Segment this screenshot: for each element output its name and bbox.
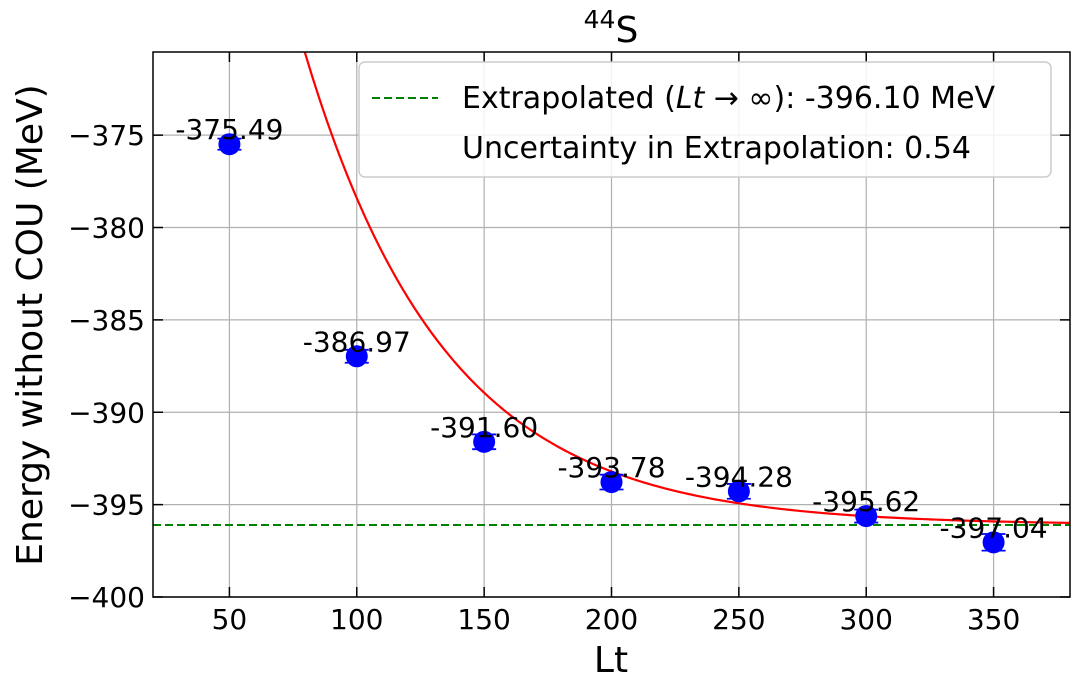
legend-entry-extrapolated-prefix: Extrapolated (: [462, 81, 676, 116]
data-point-label: -375.49: [175, 113, 283, 146]
data-point: [473, 430, 496, 453]
x-tick-label: 300: [839, 603, 892, 636]
x-tick-label: 250: [712, 603, 765, 636]
chart-title-main: S: [615, 10, 638, 51]
data-point-label: -394.28: [685, 460, 793, 493]
legend-entry-extrapolated-suffix: ): -396.10 MeV: [774, 81, 996, 116]
data-point: [600, 471, 623, 494]
chart-title-superscript: 44: [584, 5, 616, 34]
data-point-label: -395.62: [812, 485, 920, 518]
x-tick-label: 200: [585, 603, 638, 636]
data-point: [982, 531, 1005, 554]
legend-entry-extrapolated-math-var: Lt: [676, 81, 706, 116]
x-tick-label: 150: [457, 603, 510, 636]
y-tick-label: −400: [68, 581, 145, 614]
legend-box: [358, 61, 1052, 178]
y-tick-label: −395: [68, 489, 145, 522]
legend: Extrapolated (Lt → ∞): -396.10 MeV Uncer…: [358, 61, 1052, 178]
data-point-labels: -375.49 -386.97 -391.60 -393.78 -394.28 -395.…: [175, 113, 1047, 544]
y-tick-label: −375: [68, 119, 145, 152]
data-points: [218, 133, 1005, 554]
x-tick-label: 100: [330, 603, 383, 636]
legend-entry-extrapolated-math-rest: → ∞: [704, 81, 773, 116]
data-point-label: -386.97: [303, 325, 411, 358]
data-point: [855, 505, 878, 528]
x-axis-label: Lt: [594, 640, 628, 681]
data-point: [345, 345, 368, 368]
axis-ticks: 50 100 150 200 250 300 350 −375 −380 −385 −390 −395…: [68, 52, 1070, 636]
y-tick-label: −380: [68, 212, 145, 245]
chart-title: 44S: [584, 5, 639, 51]
data-point-label: -393.78: [557, 451, 665, 484]
x-tick-label: 350: [967, 603, 1020, 636]
data-point: [218, 133, 241, 156]
legend-entry-uncertainty: Uncertainty in Extrapolation: 0.54: [462, 131, 971, 166]
y-tick-label: −385: [68, 304, 145, 337]
y-axis-label: Energy without COU (MeV): [10, 84, 51, 565]
data-point: [727, 480, 750, 503]
x-tick-label: 50: [212, 603, 248, 636]
data-point-label: -397.04: [940, 511, 1048, 544]
data-point-label: -391.60: [430, 411, 538, 444]
legend-entry-extrapolated: Extrapolated (Lt → ∞): -396.10 MeV: [462, 81, 996, 116]
y-tick-label: −390: [68, 396, 145, 429]
